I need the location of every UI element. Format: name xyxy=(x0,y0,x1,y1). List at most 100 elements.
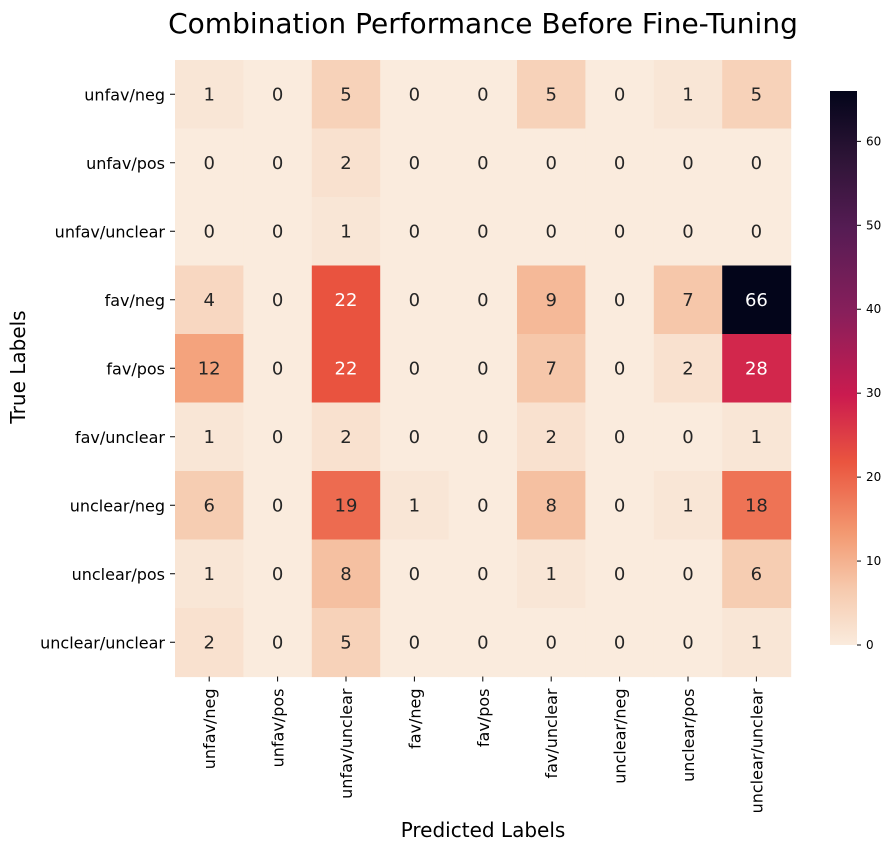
cell-value-label: 0 xyxy=(272,564,283,585)
y-tick-label: fav/unclear xyxy=(75,428,165,447)
heatmap-cell xyxy=(380,471,450,541)
heatmap-cell xyxy=(585,197,655,267)
cell-value-label: 22 xyxy=(335,290,358,311)
cell-value-label: 1 xyxy=(409,495,420,516)
cell-value-label: 1 xyxy=(340,221,351,242)
heatmap-cell xyxy=(585,608,655,678)
heatmap-cell xyxy=(722,334,792,404)
heatmap-cell xyxy=(585,60,655,130)
heatmap-cell xyxy=(722,608,792,678)
cell-value-label: 9 xyxy=(545,290,556,311)
heatmap-cell xyxy=(448,60,518,130)
cell-value-label: 2 xyxy=(545,427,556,448)
colorbar xyxy=(830,91,857,645)
x-tick-label: unfav/pos xyxy=(269,689,288,768)
y-tick-label: fav/pos xyxy=(106,359,165,378)
heatmap-cell xyxy=(243,128,313,198)
heatmap-cell xyxy=(311,265,381,335)
heatmap-cell xyxy=(448,539,518,609)
cell-value-label: 0 xyxy=(614,290,625,311)
cell-value-label: 8 xyxy=(545,495,556,516)
heatmap-cell xyxy=(448,471,518,541)
cell-value-label: 0 xyxy=(682,153,693,174)
heatmap-cell xyxy=(722,539,792,609)
colorbar-tick-label: 30 xyxy=(866,386,881,400)
heatmap-cell xyxy=(311,128,381,198)
heatmap-cell xyxy=(311,539,381,609)
cell-value-label: 1 xyxy=(682,495,693,516)
heatmap-cell xyxy=(722,471,792,541)
cell-value-label: 0 xyxy=(409,632,420,653)
cell-value-label: 12 xyxy=(198,358,221,379)
x-tick-label: fav/neg xyxy=(405,689,424,749)
heatmap-cell xyxy=(243,197,313,267)
colorbar-tick-label: 10 xyxy=(866,554,881,568)
cell-value-label: 1 xyxy=(203,564,214,585)
x-tick-label: fav/unclear xyxy=(542,688,561,778)
heatmap-cell xyxy=(380,334,450,404)
cell-value-label: 1 xyxy=(751,427,762,448)
cell-value-label: 0 xyxy=(614,221,625,242)
heatmap-cell xyxy=(722,128,792,198)
heatmap-cell xyxy=(585,471,655,541)
cell-value-label: 0 xyxy=(614,632,625,653)
heatmap-cell xyxy=(448,128,518,198)
colorbar-tick-label: 20 xyxy=(866,470,881,484)
cell-value-label: 0 xyxy=(682,632,693,653)
colorbar-ticks: 0 10 20 30 40 50 60 xyxy=(857,134,881,652)
cell-value-label: 0 xyxy=(614,84,625,105)
heatmap-cell xyxy=(448,265,518,335)
heatmap-cell xyxy=(243,334,313,404)
cell-value-label: 0 xyxy=(203,153,214,174)
heatmap-cell xyxy=(585,265,655,335)
y-tick-label: unclear/neg xyxy=(70,496,165,515)
y-tick-label: unclear/pos xyxy=(72,565,165,584)
cell-value-label: 7 xyxy=(545,358,556,379)
cell-value-label: 0 xyxy=(272,632,283,653)
heatmap-cell xyxy=(517,402,586,472)
cell-value-label: 0 xyxy=(272,221,283,242)
heatmap-cell xyxy=(380,197,450,267)
cell-value-label: 0 xyxy=(409,427,420,448)
heatmap-cell xyxy=(585,402,655,472)
cell-value-label: 0 xyxy=(272,153,283,174)
colorbar-tick-label: 40 xyxy=(866,302,881,316)
cell-value-label: 0 xyxy=(477,427,488,448)
cell-value-label: 8 xyxy=(340,564,351,585)
cell-value-label: 1 xyxy=(203,427,214,448)
colorbar-tick-label: 50 xyxy=(866,218,881,232)
colorbar-tick-label: 0 xyxy=(866,638,874,652)
heatmap-cell xyxy=(175,334,244,404)
cell-value-label: 0 xyxy=(682,427,693,448)
heatmap-cell xyxy=(517,539,586,609)
cell-value-label: 0 xyxy=(614,427,625,448)
cell-value-label: 2 xyxy=(682,358,693,379)
y-axis-label: True Labels xyxy=(6,310,30,424)
cell-value-label: 0 xyxy=(477,221,488,242)
cell-value-label: 0 xyxy=(545,632,556,653)
heatmap-cell xyxy=(311,197,381,267)
y-tick-label: unclear/unclear xyxy=(40,633,165,652)
cell-value-label: 2 xyxy=(340,153,351,174)
cell-value-label: 4 xyxy=(203,290,214,311)
heatmap-cell xyxy=(175,60,244,130)
cell-value-label: 2 xyxy=(340,427,351,448)
cell-value-label: 0 xyxy=(614,153,625,174)
x-axis-ticks: unfav/neg unfav/pos unfav/unclear fav/neg fa… xyxy=(200,676,766,813)
heatmap-grid: 1 0 5 0 0 5 0 1 50 0 2 0 0 0 0 0 00 0 1 0 0 0 0 0 04 0 22 0 0 9 0 7 6612… xyxy=(175,60,792,678)
x-tick-label: unfav/unclear xyxy=(337,688,356,799)
heatmap-cell xyxy=(517,60,586,130)
heatmap-cell xyxy=(243,60,313,130)
cell-value-label: 0 xyxy=(272,427,283,448)
cell-value-label: 0 xyxy=(477,564,488,585)
heatmap-cell xyxy=(517,265,586,335)
x-tick-label: fav/pos xyxy=(474,689,493,748)
y-tick-label: unfav/neg xyxy=(84,85,165,104)
heatmap-cell xyxy=(380,539,450,609)
heatmap-cell xyxy=(653,197,723,267)
x-tick-label: unclear/neg xyxy=(611,689,630,784)
cell-value-label: 6 xyxy=(751,564,762,585)
heatmap-cell xyxy=(243,471,313,541)
cell-value-label: 0 xyxy=(272,84,283,105)
